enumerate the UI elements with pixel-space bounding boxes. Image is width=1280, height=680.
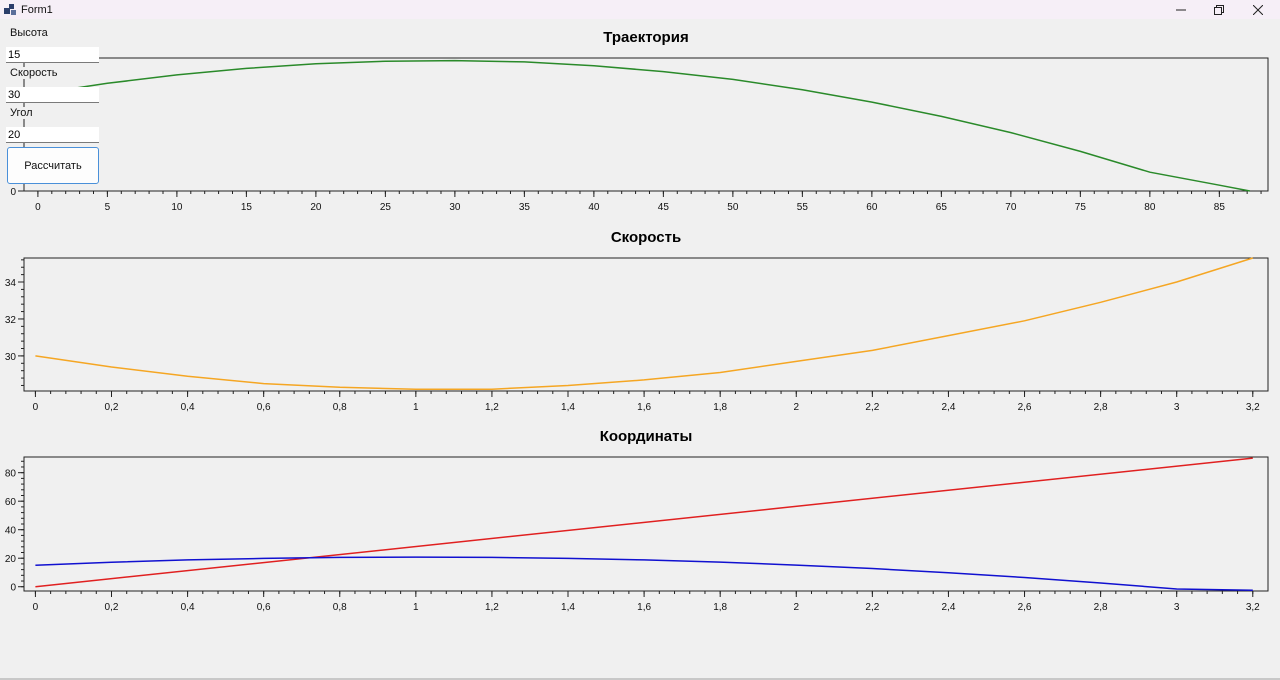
x-tick-label: 3,2	[1246, 402, 1260, 413]
chart-title-trajectory: Траектория	[603, 29, 688, 46]
y-tick-label: 0	[10, 583, 16, 594]
close-icon	[1253, 4, 1263, 15]
x-tick-label: 3	[1174, 602, 1180, 613]
x-tick-label: 65	[936, 202, 948, 213]
minimize-button[interactable]	[1161, 0, 1201, 19]
x-tick-label: 85	[1214, 202, 1226, 213]
x-tick-label: 2,6	[1018, 402, 1032, 413]
x-tick-label: 2,4	[941, 402, 955, 413]
x-tick-label: 20	[310, 202, 322, 213]
x-tick-label: 0,6	[257, 602, 271, 613]
x-tick-label: 0,4	[181, 602, 195, 613]
window-bottom-edge	[0, 678, 1280, 680]
x-tick-label: 40	[588, 202, 600, 213]
x-tick-label: 15	[241, 202, 253, 213]
x-tick-label: 10	[171, 202, 183, 213]
x-tick-label: 30	[449, 202, 461, 213]
series-line-speed-0	[35, 257, 1254, 390]
x-tick-label: 0	[33, 402, 39, 413]
x-tick-label: 80	[1144, 202, 1156, 213]
app-form-icon	[4, 3, 16, 15]
calculate-button[interactable]: Рассчитать	[7, 147, 99, 184]
x-tick-label: 1,4	[561, 402, 575, 413]
x-tick-label: 60	[866, 202, 878, 213]
x-tick-label: 35	[519, 202, 531, 213]
x-tick-label: 0,2	[105, 602, 119, 613]
x-tick-label: 0,6	[257, 402, 271, 413]
x-tick-label: 1,2	[485, 602, 499, 613]
x-tick-label: 2,4	[941, 602, 955, 613]
x-tick-label: 2,8	[1094, 402, 1108, 413]
x-tick-label: 45	[658, 202, 670, 213]
y-tick-label: 40	[5, 526, 17, 537]
angle-label: Угол	[8, 107, 35, 119]
x-tick-label: 1,6	[637, 402, 651, 413]
series-line-trajectory-0	[37, 59, 1251, 192]
x-tick-label: 2,6	[1018, 602, 1032, 613]
x-tick-label: 0,8	[333, 602, 347, 613]
title-bar: Form1	[0, 0, 1280, 19]
x-tick-label: 1,4	[561, 602, 575, 613]
x-tick-label: 0,2	[105, 402, 119, 413]
x-tick-label: 5	[105, 202, 111, 213]
y-tick-label: 20	[5, 554, 17, 565]
height-label: Высота	[8, 27, 50, 39]
x-tick-label: 1,8	[713, 602, 727, 613]
series-line-coordinates-0	[35, 457, 1253, 588]
angle-input[interactable]	[6, 127, 99, 143]
height-input[interactable]	[6, 47, 99, 63]
x-tick-label: 2	[793, 602, 799, 613]
plot-frame-coordinates	[23, 456, 1269, 592]
chart-title-coordinates: Координаты	[600, 428, 693, 445]
chart-speed: Скорость 0 0,2 0,4 0,6 0,8 1 1,2 1,4 1,6 1,8 2 2,2 2,…	[5, 229, 1269, 413]
x-tick-label: 25	[380, 202, 392, 213]
x-tick-label: 0	[33, 602, 39, 613]
chart-trajectory: Траектория 0 5 10 15 20 25 30 35 40 45 50 55 60 65 70 75…	[10, 29, 1269, 213]
x-tick-label: 55	[797, 202, 809, 213]
x-tick-label: 0	[35, 202, 41, 213]
x-tick-label: 2	[793, 402, 799, 413]
x-tick-label: 1,2	[485, 402, 499, 413]
close-button[interactable]	[1238, 0, 1278, 19]
y-tick-label: 80	[5, 469, 17, 480]
x-tick-label: 0,4	[181, 402, 195, 413]
speed-input[interactable]	[6, 87, 99, 103]
series-line-coordinates-1	[35, 556, 1253, 592]
y-tick-label: 32	[5, 315, 17, 326]
x-tick-label: 70	[1005, 202, 1017, 213]
speed-label: Скорость	[8, 67, 60, 79]
minimize-icon	[1176, 9, 1186, 10]
x-tick-label: 2,2	[865, 402, 879, 413]
y-tick-label: 34	[5, 278, 17, 289]
x-tick-label: 0,8	[333, 402, 347, 413]
y-tick-label: 60	[5, 497, 17, 508]
x-tick-label: 1	[413, 402, 419, 413]
chart-title-speed: Скорость	[611, 229, 681, 246]
plot-frame-trajectory	[23, 57, 1269, 192]
restore-button[interactable]	[1199, 0, 1239, 19]
y-tick-label: 30	[5, 352, 17, 363]
x-tick-label: 2,8	[1094, 602, 1108, 613]
chart-coordinates: Координаты 0 0,2 0,4 0,6 0,8 1 1,2 1,4 1,6 1,8 2 2,2…	[5, 428, 1269, 613]
x-tick-label: 50	[727, 202, 739, 213]
restore-icon	[1214, 4, 1224, 15]
y-tick-label: 0	[10, 187, 16, 198]
x-tick-label: 3,2	[1246, 602, 1260, 613]
x-tick-label: 1	[413, 602, 419, 613]
x-tick-label: 2,2	[865, 602, 879, 613]
window-title: Form1	[21, 3, 53, 16]
x-tick-label: 75	[1075, 202, 1087, 213]
plot-frame-speed	[23, 257, 1269, 392]
x-tick-label: 3	[1174, 402, 1180, 413]
x-tick-label: 1,6	[637, 602, 651, 613]
x-tick-label: 1,8	[713, 402, 727, 413]
